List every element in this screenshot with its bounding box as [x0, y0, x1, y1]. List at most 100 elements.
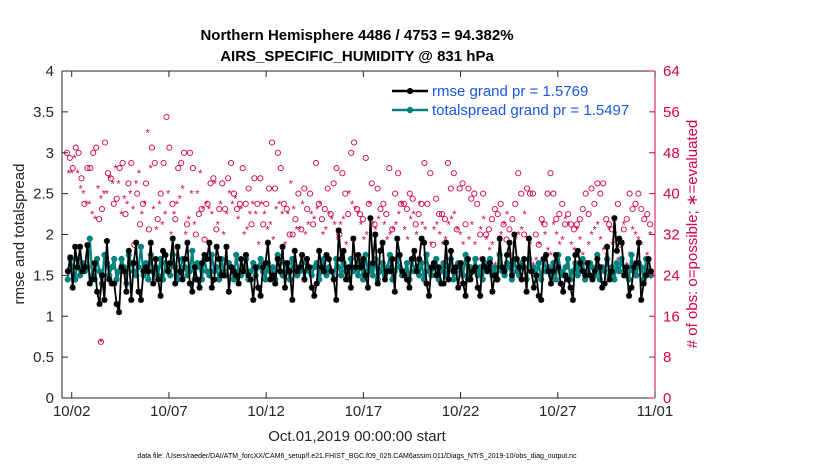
obs-possible-marker — [638, 205, 645, 213]
obs-possible-marker — [289, 231, 296, 238]
obs-evaluated-marker: * — [461, 240, 466, 252]
rmse-point — [123, 288, 130, 295]
obs-evaluated-marker: * — [265, 224, 270, 236]
legend-rmse-label: rmse grand pr = 1.5769 — [432, 83, 588, 100]
rmse-point — [162, 251, 169, 258]
obs-evaluated-marker: * — [160, 219, 165, 231]
rmse-point — [377, 247, 384, 254]
rmse-point — [94, 288, 101, 295]
obs-possible-marker — [75, 149, 82, 156]
obs-possible-marker — [93, 144, 100, 151]
obs-evaluated-marker: * — [233, 194, 238, 206]
rmse-point — [347, 284, 354, 291]
rmse-point — [511, 231, 518, 238]
rmse-point — [516, 264, 523, 271]
rmse-point — [274, 256, 281, 263]
totalspread-point — [369, 272, 376, 279]
rmse-point — [457, 260, 464, 267]
rmse-point — [277, 268, 284, 275]
totalspread-point — [86, 235, 93, 242]
obs-possible-marker — [348, 149, 355, 156]
obs-possible-marker — [562, 221, 569, 228]
rmse-point — [362, 272, 369, 279]
totalspread-point — [262, 276, 269, 283]
rmse-point — [440, 280, 447, 287]
rmse-point — [245, 272, 252, 279]
rmse-point — [469, 268, 476, 275]
obs-evaluated-marker: * — [81, 189, 86, 201]
obs-possible-marker — [312, 159, 320, 167]
rmse-point — [635, 239, 642, 246]
y-axis-label: rmse and totalspread — [11, 164, 28, 305]
rmse-point — [174, 243, 181, 250]
chart-subtitle: AIRS_SPECIFIC_HUMIDITY @ 831 hPa — [220, 48, 494, 65]
rmse-point — [540, 256, 547, 263]
obs-evaluated-marker: * — [592, 224, 597, 236]
obs-possible-marker — [482, 231, 490, 238]
rmse-point — [572, 251, 579, 258]
rmse-point — [338, 256, 345, 263]
obs-possible-marker — [145, 226, 152, 233]
obs-possible-marker — [122, 211, 129, 218]
obs-possible-marker — [541, 221, 548, 228]
rmse-point — [321, 268, 328, 275]
obs-possible-marker — [304, 205, 311, 213]
obs-evaluated-marker: * — [110, 178, 115, 190]
obs-evaluated-marker: * — [598, 235, 603, 247]
obs-possible-marker — [623, 216, 630, 223]
obs-possible-marker — [157, 190, 164, 197]
obs-possible-marker — [134, 190, 141, 197]
obs-possible-marker — [230, 190, 237, 197]
rmse-point — [333, 296, 340, 303]
totalspread-point — [628, 251, 635, 258]
obs-evaluated-marker: * — [219, 199, 224, 211]
obs-possible-marker — [307, 190, 314, 197]
obs-possible-marker — [128, 159, 135, 167]
rmse-point — [616, 235, 623, 242]
obs-evaluated-marker: * — [163, 209, 168, 221]
obs-evaluated-marker: * — [341, 214, 346, 226]
obs-evaluated-marker: * — [172, 209, 177, 221]
obs-evaluated-marker: * — [438, 230, 443, 242]
rmse-point — [640, 280, 647, 287]
obs-possible-marker — [137, 221, 144, 228]
obs-possible-marker — [104, 170, 111, 177]
obs-possible-marker — [201, 236, 208, 243]
rmse-point — [172, 280, 179, 287]
obs-evaluated-marker: * — [99, 337, 104, 349]
obs-evaluated-marker: * — [441, 240, 446, 252]
obs-possible-marker — [90, 149, 97, 156]
obs-evaluated-marker: * — [70, 168, 75, 180]
rmse-point — [401, 272, 408, 279]
rmse-point — [611, 215, 618, 222]
obs-possible-marker — [148, 144, 155, 151]
obs-evaluated-marker: * — [519, 224, 524, 236]
rmse-point — [626, 292, 633, 299]
obs-evaluated-marker: * — [297, 224, 302, 236]
rmse-point — [133, 239, 140, 246]
obs-possible-marker — [471, 190, 478, 197]
rmse-point — [291, 247, 298, 254]
obs-possible-marker — [286, 231, 293, 238]
rmse-point — [74, 264, 81, 271]
rmse-point — [213, 243, 220, 250]
rmse-point — [513, 256, 520, 263]
obs-possible-marker — [78, 175, 85, 182]
obs-evaluated-marker: * — [96, 184, 101, 196]
rmse-point — [281, 284, 288, 291]
obs-possible-marker — [506, 226, 513, 233]
obs-evaluated-marker: * — [595, 219, 600, 231]
rmse-point — [506, 239, 513, 246]
rmse-point — [184, 239, 191, 246]
obs-evaluated-marker: * — [312, 214, 317, 226]
obs-evaluated-marker: * — [560, 235, 565, 247]
obs-evaluated-marker: * — [578, 235, 583, 247]
rmse-point — [152, 256, 159, 263]
rmse-point — [240, 268, 247, 275]
rmse-point — [72, 243, 79, 250]
rmse-point — [69, 284, 76, 291]
obs-possible-marker — [644, 211, 651, 218]
rmse-point — [128, 296, 135, 303]
totalspread-point — [491, 264, 498, 271]
